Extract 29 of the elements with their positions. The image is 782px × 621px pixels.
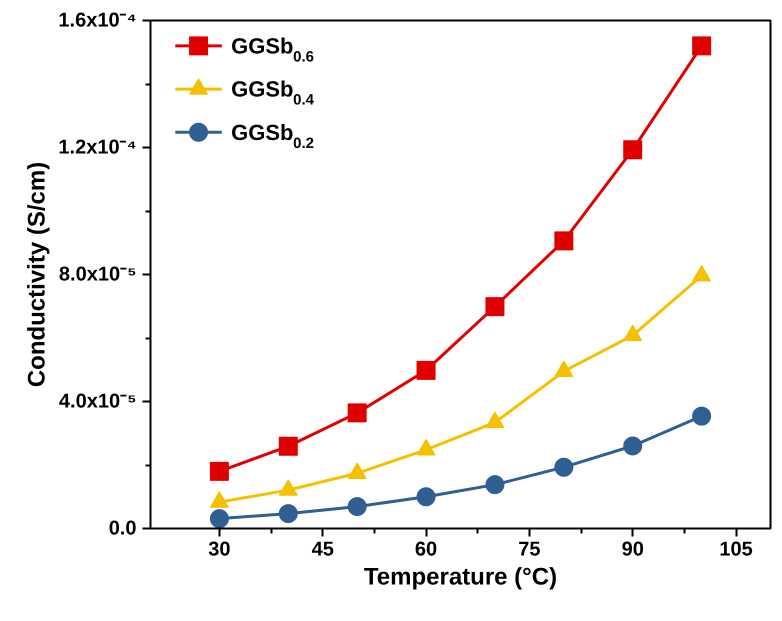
y-tick-label: 1.2x10⁻⁴: [58, 136, 137, 158]
y-axis-title: Conductivity (S/cm): [23, 162, 50, 388]
y-tick-label: 8.0x10⁻⁵: [58, 264, 137, 286]
point: [416, 360, 436, 380]
x-tick-label: 60: [414, 538, 438, 560]
point: [210, 509, 229, 528]
point: [692, 406, 712, 426]
point: [485, 475, 504, 494]
x-tick-label: 45: [312, 538, 334, 560]
y-tick-label: 0.0: [108, 518, 137, 540]
x-tick-label: 30: [208, 538, 231, 560]
point: [278, 436, 298, 456]
x-axis-title: Temperature (°C): [364, 564, 558, 590]
point: [554, 458, 574, 477]
y-tick-label: 1.6x10⁻⁴: [58, 10, 137, 32]
x-tick-label: 105: [719, 538, 753, 560]
point: [416, 487, 436, 506]
point: [348, 497, 367, 516]
point: [278, 504, 298, 524]
point: [348, 403, 367, 422]
point: [692, 36, 712, 56]
point: [210, 462, 229, 481]
point: [485, 297, 504, 316]
x-tick-label: 75: [518, 538, 541, 560]
point: [623, 140, 642, 160]
point: [623, 436, 642, 456]
point: [554, 231, 574, 250]
y-tick-label: 4.0x10⁻⁵: [58, 390, 137, 412]
x-tick-label: 90: [622, 538, 644, 560]
